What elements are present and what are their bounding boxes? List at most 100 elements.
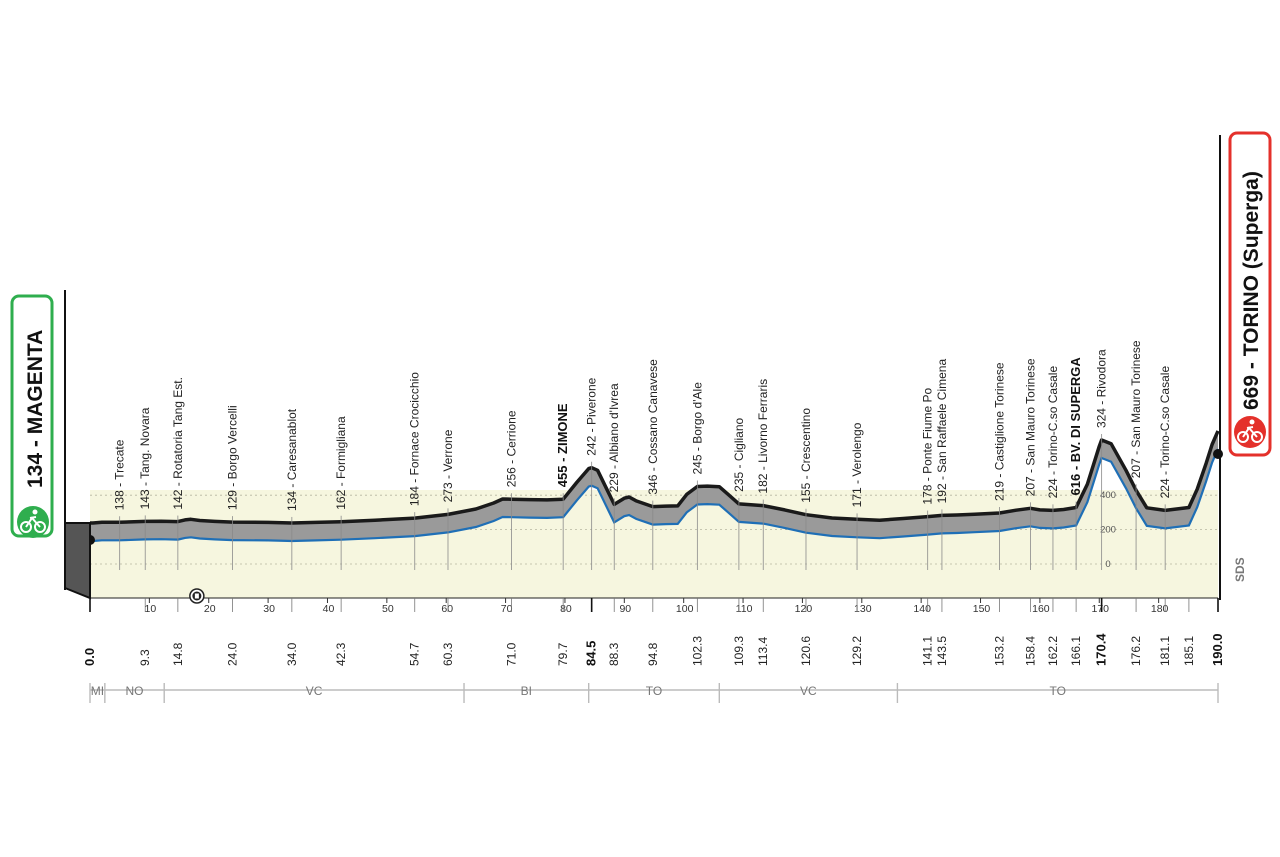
tick-label: 50 <box>382 603 394 615</box>
km-label: 94.8 <box>646 642 660 666</box>
tick-label: 90 <box>619 603 631 615</box>
region-label: VC <box>306 684 323 698</box>
altitude-label: 400 <box>1100 490 1116 501</box>
altitude-label: 200 <box>1100 525 1116 536</box>
km-label: 42.3 <box>334 642 348 666</box>
km-label: 170.4 <box>1094 633 1109 666</box>
x-axis-tick-marks <box>148 598 1160 603</box>
tick-label: 20 <box>204 603 216 615</box>
region-label: TO <box>1049 684 1065 698</box>
sds-logo: SDS <box>1233 557 1247 582</box>
tick-label: 80 <box>560 603 572 615</box>
km-label: 24.0 <box>225 642 239 666</box>
km-label: 153.2 <box>993 636 1007 666</box>
tick-label: 140 <box>913 603 931 615</box>
km-label: 158.4 <box>1023 636 1037 666</box>
finish-cyclist-icon <box>1234 416 1266 448</box>
km-label: 120.6 <box>799 636 813 666</box>
km-label: 54.7 <box>408 642 422 666</box>
tick-label: 60 <box>441 603 453 615</box>
start-cyclist-icon <box>17 506 49 538</box>
finish-point <box>1213 449 1223 459</box>
location-label: 229 - Albiano d'Ivrea <box>607 383 621 492</box>
location-label: 192 - San Raffaele Cimena <box>935 359 949 504</box>
location-label: 224 - Torino-C.so Casale <box>1046 366 1060 499</box>
location-label: 134 - Caresanablot <box>285 408 299 511</box>
km-label: 88.3 <box>607 642 621 666</box>
start-marker: 134 - MAGENTA <box>10 290 95 590</box>
km-label: 102.3 <box>690 636 704 666</box>
location-label: 256 - Cerrione <box>505 410 519 487</box>
sprint-marker-icon <box>189 588 205 604</box>
tick-label: 130 <box>854 603 872 615</box>
region-label: TO <box>646 684 662 698</box>
start-label: 134 - MAGENTA <box>24 330 47 488</box>
tick-label: 160 <box>1032 603 1050 615</box>
location-label: 346 - Cossano Canavese <box>646 359 660 495</box>
altitude-axis-labels: 0 200 400 <box>1100 490 1116 570</box>
km-label: 9.3 <box>138 649 152 666</box>
tick-label: 150 <box>973 603 991 615</box>
altitude-label: 0 <box>1105 559 1110 570</box>
km-label: 79.7 <box>556 642 570 666</box>
finish-label: 669 - TORINO (Superga) <box>1240 171 1263 410</box>
location-label: 129 - Borgo Vercelli <box>225 405 239 510</box>
km-label: 176.2 <box>1129 636 1143 666</box>
location-labels: 138 - Trecate 143 - Tang. Novara 142 - Rot… <box>113 340 1172 511</box>
km-label: 190.0 <box>1210 633 1225 666</box>
finish-frame <box>1228 131 1272 457</box>
location-label: 178 - Ponte Fiume Po <box>921 388 935 505</box>
tick-label: 170 <box>1091 603 1109 615</box>
location-label: 273 - Verrone <box>441 429 455 502</box>
region-bar: MI NO VC BI TO VC TO <box>89 683 1219 703</box>
km-label: 109.3 <box>732 636 746 666</box>
location-marker-lines <box>119 434 1166 570</box>
km-label: 162.2 <box>1046 636 1060 666</box>
location-label: 219 - Castiglione Torinese <box>993 362 1007 501</box>
tick-label: 180 <box>1151 603 1169 615</box>
location-label: 324 - Rivodora <box>1095 349 1109 428</box>
region-label: VC <box>800 684 817 698</box>
tick-label: 10 <box>145 603 157 615</box>
location-label: 455 - ZIMONE <box>555 403 570 487</box>
location-label: 184 - Fornace Crocicchio <box>408 372 422 506</box>
location-label: 616 - BV. DI SUPERGA <box>1068 357 1083 496</box>
finish-marker: 669 - TORINO (Superga) <box>1213 131 1272 600</box>
elevation-profile-outline <box>90 430 1220 525</box>
location-label: 142 - Rotatoria Tang Est. <box>171 377 185 510</box>
location-label: 245 - Borgo d'Ale <box>690 382 704 475</box>
km-label: 84.5 <box>584 641 599 666</box>
km-label: 34.0 <box>285 642 299 666</box>
location-label: 143 - Tang. Novara <box>138 407 152 509</box>
km-label: 14.8 <box>171 642 185 666</box>
start-wall <box>64 521 91 600</box>
route-line <box>90 448 1220 543</box>
location-label: 171 - Verolengo <box>850 422 864 507</box>
tick-label: 100 <box>676 603 694 615</box>
km-label: 0.0 <box>82 648 97 666</box>
km-labels: 0.0 9.3 14.8 24.0 34.0 42.3 54.7 60.3 71.0 79.7 84… <box>82 598 1225 666</box>
location-label: 162 - Formigliana <box>334 416 348 510</box>
km-label: 113.4 <box>756 637 770 666</box>
location-label: 224 - Torino-C.so Casale <box>1158 366 1172 499</box>
location-label: 182 - Livorno Ferraris <box>756 379 770 494</box>
location-label: 242 - Piverone <box>585 377 599 455</box>
km-label: 166.1 <box>1069 636 1083 666</box>
location-label: 138 - Trecate <box>113 439 127 510</box>
km-label: 143.5 <box>935 636 949 666</box>
tick-label: 70 <box>501 603 513 615</box>
tick-label: 30 <box>263 603 275 615</box>
km-label: 185.1 <box>1182 636 1196 666</box>
tick-label: 110 <box>736 603 753 615</box>
location-label: 235 - Cigliano <box>732 417 746 491</box>
location-label: 207 - San Mauro Torinese <box>1129 340 1143 478</box>
km-label: 60.3 <box>441 642 455 666</box>
region-label: BI <box>521 684 532 698</box>
location-label: 155 - Crescentino <box>799 408 813 503</box>
location-label: 207 - San Mauro Torinese <box>1023 358 1037 496</box>
km-label: 71.0 <box>505 642 519 666</box>
region-label: MI <box>91 684 104 698</box>
tick-label: 120 <box>795 603 813 615</box>
